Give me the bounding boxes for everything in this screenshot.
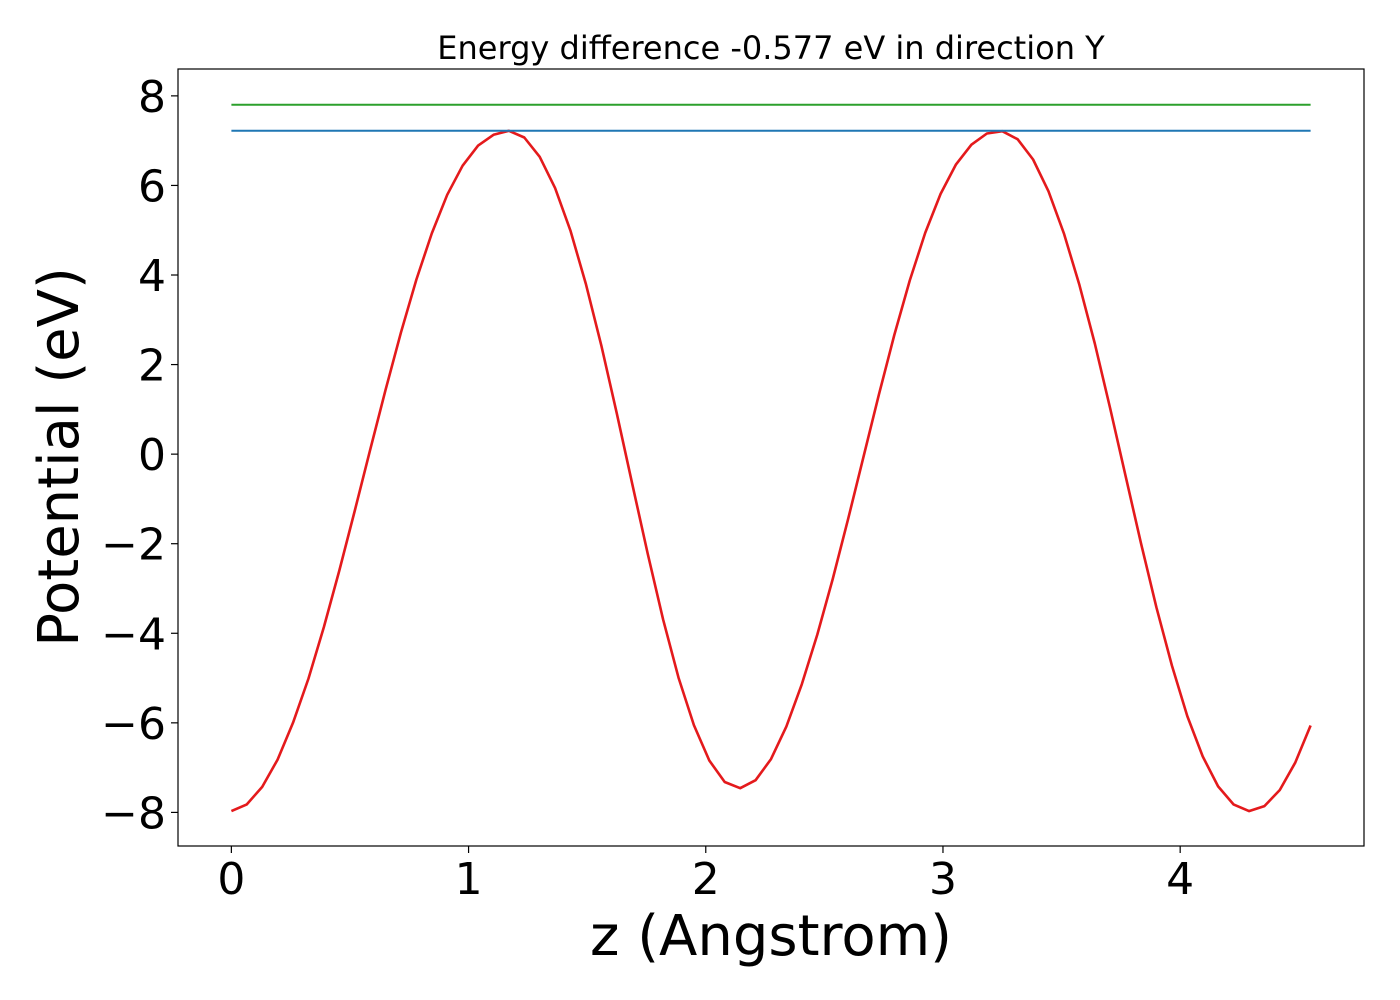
y-axis-label: Potential (eV) xyxy=(27,267,92,647)
x-tick-label: 0 xyxy=(217,854,245,905)
chart-title: Energy difference -0.577 eV in direction… xyxy=(437,29,1105,67)
y-tick-label: 6 xyxy=(138,161,166,212)
x-axis: 0 1 2 3 4 xyxy=(217,846,1194,905)
x-tick-label: 4 xyxy=(1166,854,1194,905)
y-tick-label: −4 xyxy=(101,609,166,660)
x-tick-label: 1 xyxy=(455,854,483,905)
plot-area xyxy=(230,103,1312,813)
plot-frame xyxy=(177,68,1365,847)
y-tick-label: −6 xyxy=(101,699,166,750)
y-tick-label: 2 xyxy=(138,341,166,392)
series-line-0 xyxy=(230,129,1312,813)
x-axis-label: z (Angstrom) xyxy=(590,904,952,969)
y-tick-label: −8 xyxy=(101,788,166,839)
y-axis: 8 6 4 2 0 −2 −4 −6 −8 xyxy=(101,72,178,839)
y-tick-label: 0 xyxy=(138,430,166,481)
y-tick-label: −2 xyxy=(101,520,166,571)
x-tick-label: 2 xyxy=(692,854,720,905)
y-tick-label: 4 xyxy=(138,251,166,302)
x-tick-label: 3 xyxy=(929,854,957,905)
y-tick-label: 8 xyxy=(138,72,166,123)
